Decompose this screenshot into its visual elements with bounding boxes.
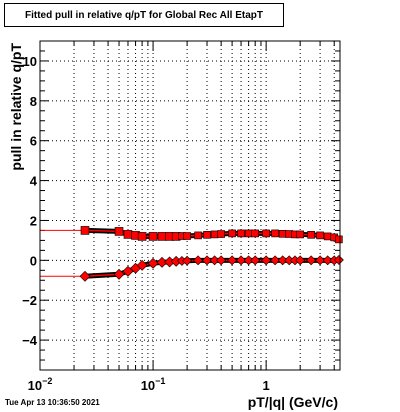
data-point-diamond: [227, 255, 238, 266]
data-point-diamond: [216, 255, 227, 266]
data-point-square: [183, 232, 191, 240]
data-point-square: [194, 231, 202, 240]
x-tick-label: 1: [263, 378, 270, 393]
data-point-diamond: [315, 255, 326, 266]
y-tick-label: 10: [23, 54, 37, 69]
data-point-square: [271, 229, 279, 238]
data-point-square: [296, 230, 304, 239]
data-point-diamond: [193, 255, 203, 266]
y-tick-label: −4: [22, 333, 38, 348]
x-tick-label: 10−1: [141, 376, 166, 393]
grid: [40, 41, 340, 370]
data-point-diamond: [277, 255, 288, 266]
y-tick-label: −2: [22, 293, 37, 308]
data-point-diamond: [261, 255, 272, 266]
data-point-square: [278, 230, 287, 238]
data-point-square: [210, 230, 219, 239]
data-point-square: [217, 230, 225, 238]
data-point-square: [203, 231, 211, 239]
plot-area: [40, 41, 340, 370]
data-point-square: [114, 227, 124, 236]
data-point-square: [251, 229, 259, 238]
data-point-diamond: [333, 255, 344, 265]
data-point-square: [237, 229, 245, 238]
tick-labels: −4 −2 0 2 4 6 8 10 10−2 10−1 1: [22, 54, 270, 393]
data-point-square: [80, 226, 90, 235]
data-point-square: [148, 232, 158, 241]
y-tick-label: 6: [30, 134, 37, 149]
data-point-diamond: [243, 255, 254, 266]
data-point-diamond: [250, 255, 261, 266]
y-tick-label: 4: [30, 174, 38, 189]
data-point-diamond: [147, 257, 159, 269]
data-point-diamond: [136, 259, 148, 271]
y-tick-label: 2: [30, 213, 37, 228]
chart-title: Fitted pull in relative q/pT for Global …: [4, 3, 284, 27]
x-tick-label: 10−2: [28, 376, 53, 393]
data-point-diamond: [209, 255, 220, 266]
data-point-square: [335, 235, 343, 244]
data-point-square: [316, 231, 324, 240]
data-point-diamond: [236, 255, 246, 266]
x-axis-title: pT/|q| (GeV/c): [248, 394, 338, 410]
y-axis-title: pull in relative q/pT: [8, 43, 24, 171]
y-tick-label: 0: [30, 253, 37, 268]
data-point-square: [137, 232, 147, 241]
series-layer: [40, 226, 344, 282]
timestamp: Tue Apr 13 10:36:50 2021: [5, 398, 100, 407]
data-point-diamond: [156, 256, 168, 268]
data-point-square: [262, 229, 270, 238]
y-tick-label: 8: [30, 94, 37, 109]
data-point-diamond: [182, 255, 193, 266]
data-point-diamond: [202, 255, 212, 266]
plot-frame: [39, 40, 341, 371]
data-point-diamond: [306, 255, 317, 266]
data-point-square: [157, 232, 167, 241]
data-point-square: [123, 230, 133, 239]
data-point-square: [323, 232, 332, 241]
data-point-square: [228, 229, 236, 238]
data-point-diamond: [295, 255, 306, 266]
data-point-square: [307, 231, 315, 239]
data-point-diamond: [270, 255, 281, 266]
data-point-diamond: [79, 270, 91, 282]
data-point-diamond: [113, 268, 125, 280]
data-point-diamond: [322, 255, 333, 266]
data-point-diamond: [122, 265, 134, 277]
data-point-square: [244, 229, 253, 238]
